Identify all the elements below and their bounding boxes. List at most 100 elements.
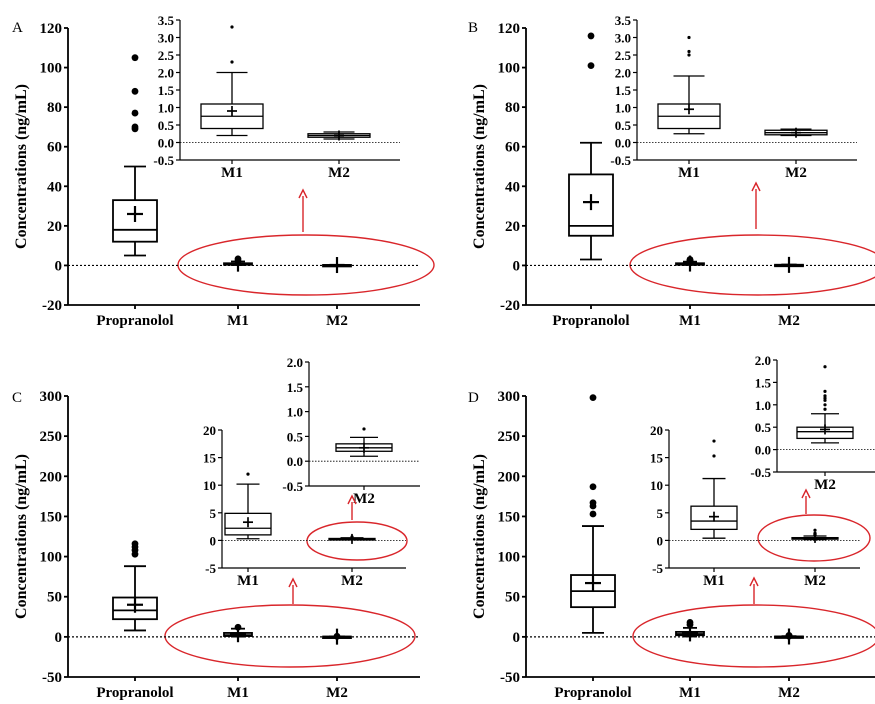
main-ytick-label-2: 20 [47, 219, 62, 235]
panel-letter-D: D [468, 390, 479, 406]
main-category-label-2: M2 [778, 313, 800, 329]
main-ytick-label-6: 100 [498, 61, 521, 77]
inset-ytick-label-0: -5 [205, 561, 216, 576]
highlight-ellipse-0 [632, 604, 875, 668]
inset2-ytick-label-3: 1.0 [287, 405, 303, 420]
box-main-0-outlier-0 [587, 62, 595, 69]
inset-ytick-label-4: 15 [650, 451, 664, 466]
main-ytick-label-0: -50 [42, 670, 62, 686]
inset-ytick-label-5: 20 [203, 423, 216, 438]
main-category-label-1: M1 [227, 313, 249, 329]
inset2-ytick-label-4: 1.5 [755, 375, 772, 390]
inset-ytick-label-0: -0.5 [610, 153, 631, 168]
inset-ytick-label-4: 1.5 [615, 83, 632, 98]
inset2-ytick-label-4: 1.5 [287, 380, 304, 395]
main-ytick-label-5: 200 [498, 469, 521, 485]
inset-ytick-label-5: 2.0 [615, 66, 631, 81]
box-inset-0-outlier-1 [230, 25, 234, 29]
main-ytick-label-3: 100 [40, 550, 63, 566]
main-ytick-label-2: 20 [505, 219, 520, 235]
main-ytick-label-5: 80 [47, 100, 62, 116]
inset-ytick-label-4: 15 [203, 451, 217, 466]
arrow-head-0 [749, 576, 759, 587]
arrow-head-0 [298, 188, 308, 199]
inset2-ytick-label-1: 0.0 [287, 454, 303, 469]
box-main-0-outlier-3 [131, 540, 139, 548]
inset-ytick-label-2: 0.5 [615, 118, 632, 133]
inset2-ytick-label-2: 0.5 [287, 429, 304, 444]
inset2-category-label-0: M2 [353, 491, 375, 507]
box-inset-1-outlier-6 [813, 528, 817, 532]
box-main-0-outlier-2 [589, 499, 597, 507]
inset-ytick-label-2: 5 [657, 506, 664, 521]
inset-category-label-1: M2 [328, 165, 350, 181]
inset-ytick-label-3: 10 [650, 478, 663, 493]
main-ytick-label-3: 100 [498, 550, 521, 566]
inset-ytick-label-3: 1.0 [158, 101, 174, 116]
main-category-label-2: M2 [778, 685, 800, 701]
inset2-ytick-label-5: 2.0 [287, 355, 303, 370]
box-main-0-outlier-3 [589, 483, 597, 491]
panel-b: B Concentrations (ng/mL) -20 0 20 40 60 80 100 12… [468, 13, 875, 329]
highlight-ellipse-1 [757, 514, 871, 562]
inset-ytick-label-5: 20 [650, 423, 663, 438]
box-inset2-0-outlier-1 [823, 403, 827, 407]
box-inset2-0-outlier-4 [823, 394, 827, 398]
main-category-label-2: M2 [326, 313, 348, 329]
inset-ytick-label-1: 0 [210, 533, 217, 548]
main-ytick-label-6: 250 [40, 429, 63, 445]
box-main-2-outlier-0 [333, 632, 341, 640]
box-main-2-outlier-6 [785, 631, 793, 639]
inset-category-label-1: M2 [341, 573, 363, 589]
main-ytick-label-6: 250 [498, 429, 521, 445]
main-category-label-0: Propranolol [96, 313, 173, 329]
box-inset-0-outlier-2 [687, 35, 691, 40]
inset-ytick-label-1: 0 [657, 533, 664, 548]
inset-ytick-label-6: 2.5 [615, 48, 632, 63]
main-category-label-0: Propranolol [552, 313, 629, 329]
inset2-ytick-label-0: -0.5 [282, 479, 303, 494]
box-main-1-outlier-1 [234, 255, 242, 263]
inset2-ytick-label-1: 0.0 [755, 443, 771, 458]
inset-category-label-0: M1 [703, 573, 725, 589]
inset-ytick-label-2: 0.5 [158, 118, 175, 133]
inset-ytick-label-7: 3.0 [615, 31, 631, 46]
inset-ytick-label-1: 0.0 [615, 136, 631, 151]
box-inset2-0-outlier-5 [823, 389, 827, 393]
inset-ytick-label-2: 5 [210, 506, 217, 521]
main-ytick-label-1: 0 [55, 258, 63, 274]
box-inset2-0-outlier-3 [823, 396, 827, 400]
main-ytick-label-4: 60 [47, 140, 62, 156]
inset2-ytick-label-2: 0.5 [755, 420, 772, 435]
box-main-0-outlier-4 [589, 394, 597, 402]
box-main-1-outlier-1 [686, 619, 694, 626]
main-ytick-label-0: -50 [500, 670, 520, 686]
main-ytick-label-7: 300 [40, 389, 63, 405]
box-inset2-0-outlier-0 [823, 407, 827, 411]
main-ytick-label-0: -20 [42, 298, 62, 314]
arrow-head-1 [347, 494, 357, 505]
arrow-head-0 [751, 181, 761, 192]
main-ytick-label-2: 50 [47, 590, 62, 606]
box-main-0-outlier-0 [589, 510, 597, 518]
inset-ytick-label-5: 2.0 [158, 66, 174, 81]
inset-category-label-1: M2 [785, 165, 807, 181]
inset-ytick-label-8: 3.5 [615, 13, 632, 28]
box-inset-1-outlier-0 [350, 535, 354, 539]
box-inset-0-outlier-0 [712, 454, 716, 458]
main-ytick-label-3: 40 [47, 179, 62, 195]
box-main-0-outlier-1 [587, 32, 595, 40]
box-inset-0-outlier-1 [712, 439, 716, 443]
box-inset2-0-outlier-6 [823, 365, 827, 369]
main-ytick-label-5: 200 [40, 469, 63, 485]
box-inset-0-outlier-0 [230, 60, 234, 64]
main-ytick-label-1: 0 [513, 630, 521, 646]
y-axis-label: Concentrations (ng/mL) [13, 84, 30, 249]
main-ytick-label-7: 300 [498, 389, 521, 405]
inset-ytick-label-4: 1.5 [158, 83, 175, 98]
y-axis-label: Concentrations (ng/mL) [471, 84, 488, 249]
inset-ytick-label-0: -0.5 [153, 153, 174, 168]
main-ytick-label-1: 0 [55, 630, 63, 646]
box-inset2-0-outlier-2 [823, 398, 827, 402]
main-ytick-label-7: 120 [498, 21, 521, 37]
